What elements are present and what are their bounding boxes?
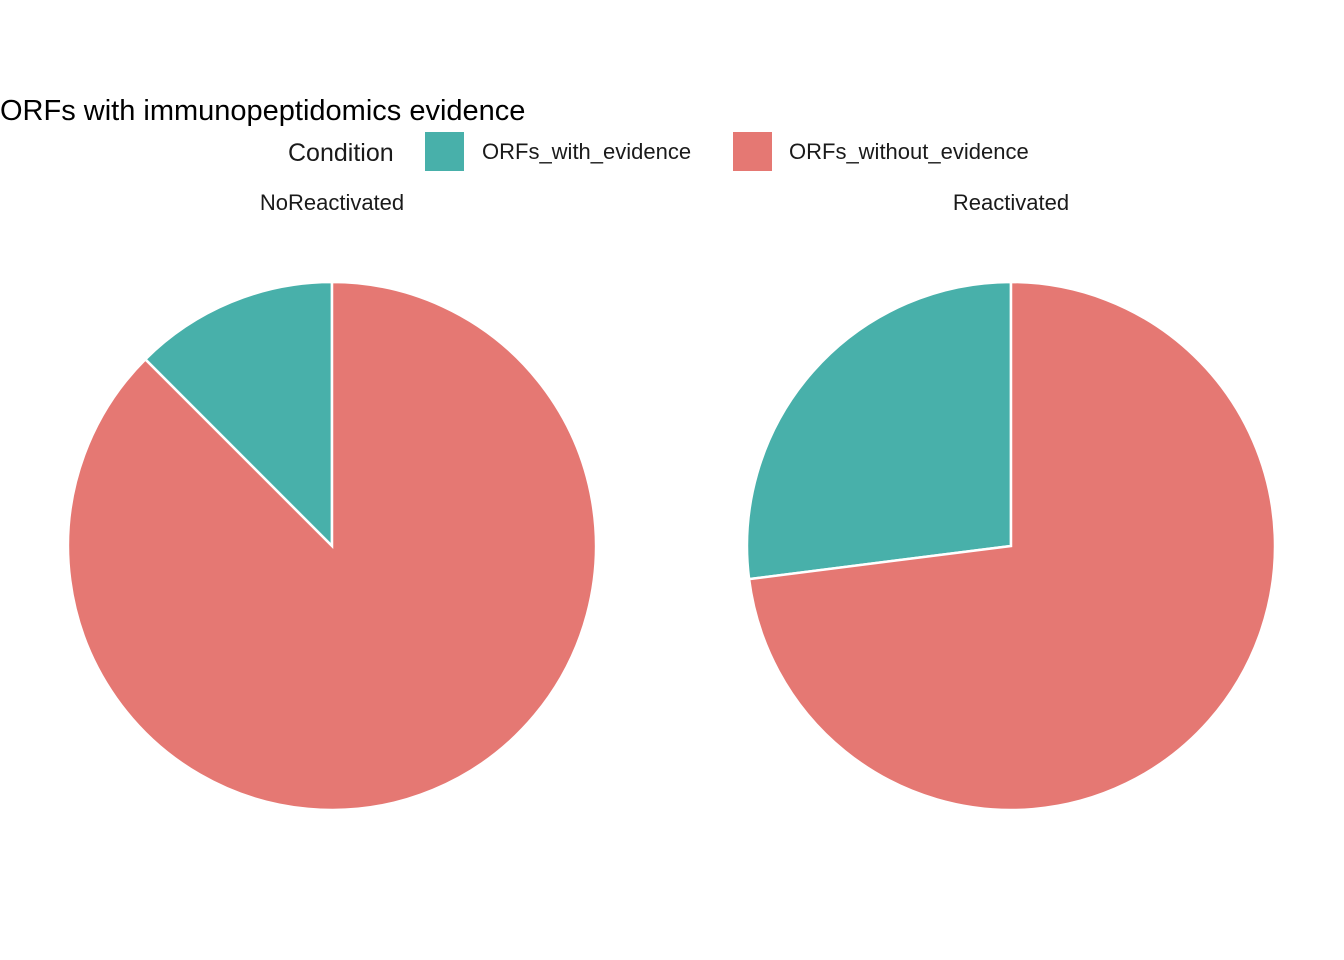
pie-slice-orfs-with-evidence [143, 280, 334, 550]
legend-label-with-evidence: ORFs_with_evidence [482, 139, 691, 164]
legend-swatch-with-evidence [425, 132, 464, 171]
pie-noreactivated [66, 280, 598, 812]
legend: Condition ORFs_with_evidence ORFs_withou… [288, 132, 1029, 171]
facet-label-reactivated: Reactivated [953, 190, 1069, 215]
legend-title: Condition [288, 139, 394, 167]
pie-slice-orfs-with-evidence [745, 280, 1013, 581]
facet-label-noreactivated: NoReactivated [260, 190, 404, 215]
pie-reactivated [745, 280, 1277, 812]
legend-label-without-evidence: ORFs_without_evidence [789, 139, 1029, 164]
legend-swatch-without-evidence [733, 132, 772, 171]
pie-slice-orfs-without-evidence [66, 280, 598, 812]
chart-title: ORFs with immunopeptidomics evidence [0, 95, 525, 127]
pie-slice-orfs-without-evidence [747, 280, 1277, 812]
